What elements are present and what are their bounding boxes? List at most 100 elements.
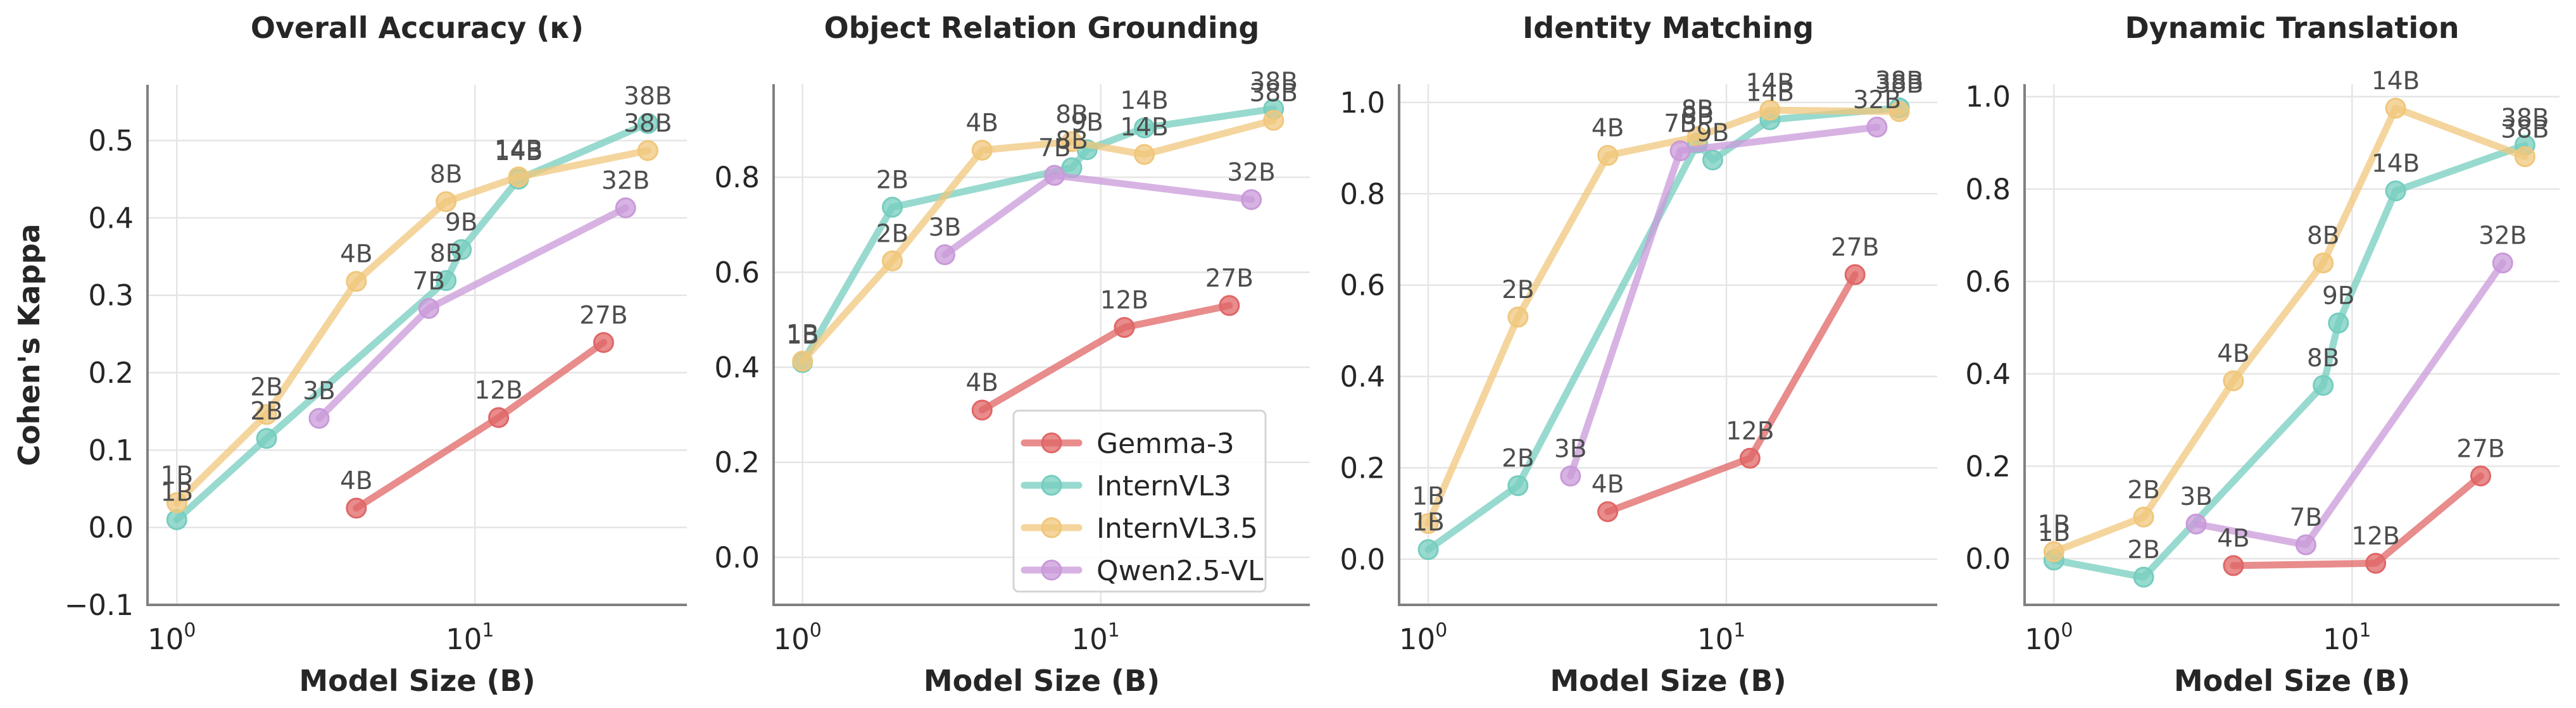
point-label: 2B	[2127, 536, 2160, 564]
y-tick-label: 0.6	[1340, 269, 1385, 302]
data-point	[2223, 370, 2244, 392]
point-label: 1B	[1412, 509, 1445, 537]
panel-identity-matching: Identity Matching 0.0 0.2 0.4 0.6 0.8 1.0 100 10…	[1340, 11, 1937, 698]
data-point	[2185, 513, 2207, 535]
series-qwen2-5-vl	[1560, 116, 1888, 487]
x-axis-label: Model Size (B)	[924, 664, 1160, 698]
data-point	[346, 271, 367, 292]
series-qwen2-5-vl	[308, 197, 636, 429]
legend-label: InternVL3.5	[1096, 512, 1258, 545]
series-gemma-3	[1597, 264, 1866, 523]
point-label: 4B	[2217, 340, 2250, 368]
point-label: 2B	[1502, 276, 1535, 304]
y-axis-label: Cohen's Kappa	[12, 223, 46, 466]
y-tick-label: 0.4	[714, 351, 760, 385]
data-point	[1114, 316, 1135, 338]
point-label: 3B	[2180, 483, 2213, 511]
series-line	[978, 302, 1233, 414]
data-point	[1866, 116, 1888, 138]
x-tick-label: 101	[2323, 619, 2371, 656]
point-label: 8B	[430, 239, 463, 268]
series-line	[1604, 271, 1859, 516]
series-line	[799, 105, 1278, 366]
legend-marker-icon	[1041, 559, 1062, 581]
data-point	[1597, 145, 1619, 166]
point-label: 1B	[161, 462, 194, 490]
data-point	[971, 399, 993, 421]
data-point	[488, 407, 510, 428]
x-axis-label: Model Size (B)	[2174, 664, 2410, 698]
legend-label: InternVL3	[1096, 470, 1231, 502]
point-label: 14B	[1120, 113, 1168, 142]
data-point	[436, 191, 457, 213]
point-label: 14B	[2372, 150, 2420, 178]
panel-object-relation-grounding: Object Relation Grounding 0.0 0.2 0.4 0.6 0.8…	[714, 11, 1310, 698]
x-axis-label: Model Size (B)	[1550, 664, 1786, 698]
y-tick-label: 1.0	[1965, 80, 2011, 114]
point-label: 14B	[2372, 67, 2420, 96]
panel-title: Overall Accuracy (κ)	[251, 11, 584, 45]
y-tick-label: 0.4	[88, 201, 134, 235]
point-label: 12B	[1100, 286, 1148, 314]
point-label: 1B	[2038, 511, 2071, 539]
series-gemma-3	[346, 332, 614, 519]
point-label: 1B	[786, 321, 819, 350]
data-point	[2295, 534, 2316, 556]
data-point	[1417, 539, 1439, 561]
x-tick-label: 100	[1399, 619, 1447, 656]
point-label: 8B	[2307, 222, 2340, 251]
point-label: 4B	[340, 240, 373, 269]
data-point	[934, 244, 955, 266]
legend-entry-internvl3-5: InternVL3.5	[1021, 512, 1258, 545]
point-label: 1B	[786, 320, 819, 349]
data-point	[1888, 101, 1910, 122]
series-line	[2050, 104, 2529, 556]
data-point	[308, 407, 330, 429]
point-label: 14B	[494, 138, 543, 166]
y-tick-label: −0.1	[65, 588, 134, 622]
point-label: 4B	[965, 109, 998, 137]
legend-entry-qwen2-5-vl: Qwen2.5-VL	[1021, 555, 1264, 587]
data-point	[971, 139, 993, 161]
legend-frame	[1012, 409, 1267, 593]
data-point	[1044, 165, 1065, 186]
point-label: 2B	[876, 166, 909, 194]
legend-label: Qwen2.5-VL	[1096, 555, 1264, 587]
y-tick-label: 0.0	[714, 541, 760, 574]
data-point	[2313, 252, 2334, 274]
data-point	[881, 250, 903, 271]
point-label: 38B	[1875, 67, 1923, 96]
point-label: 8B	[1055, 101, 1088, 129]
data-point	[2470, 465, 2491, 487]
point-label: 38B	[1875, 70, 1923, 99]
data-point	[2223, 555, 2244, 576]
panel-title: Dynamic Translation	[2125, 11, 2459, 45]
y-tick-label: 0.5	[88, 124, 134, 158]
point-label: 7B	[1038, 134, 1071, 163]
series-gemma-3	[971, 295, 1240, 421]
point-label: 8B	[2307, 344, 2340, 373]
data-point	[1417, 512, 1439, 534]
data-point	[346, 497, 367, 519]
point-label: 4B	[1592, 471, 1624, 499]
y-tick-label: 0.2	[88, 356, 134, 390]
data-point	[2133, 506, 2154, 528]
legend-marker-icon	[1041, 432, 1062, 454]
point-label: 7B	[413, 268, 446, 296]
point-label: 2B	[250, 397, 283, 426]
legend-entry-internvl3: InternVL3	[1021, 470, 1231, 502]
series-qwen2-5-vl	[934, 165, 1262, 266]
data-point	[1759, 99, 1781, 121]
x-axis-label: Model Size (B)	[299, 664, 535, 698]
point-label: 7B	[2290, 504, 2323, 532]
point-label: 4B	[1592, 115, 1624, 143]
series-line	[1424, 104, 1903, 554]
series-line	[353, 338, 607, 512]
legend-entry-gemma-3: Gemma-3	[1021, 428, 1235, 460]
data-point	[1597, 501, 1619, 523]
data-point	[1241, 189, 1262, 210]
point-label: 7B	[1664, 109, 1697, 138]
x-tick-label: 101	[1072, 619, 1120, 656]
y-tick-label: 0.1	[88, 433, 134, 467]
data-point	[2492, 252, 2513, 274]
